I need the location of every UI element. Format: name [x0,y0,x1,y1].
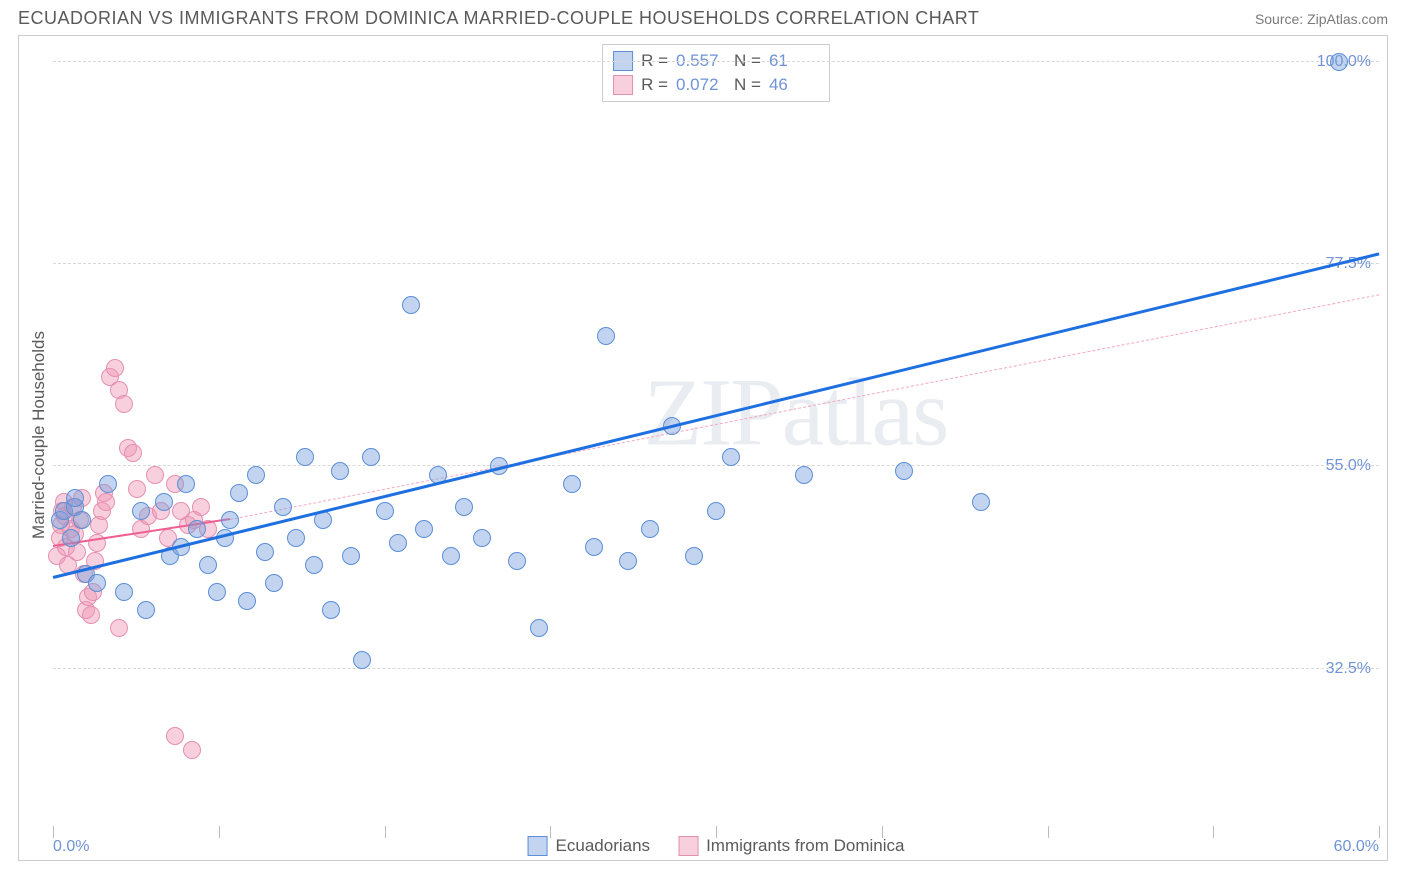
gridline-h [53,263,1379,264]
data-point [563,475,581,493]
data-point [99,475,117,493]
trend-line [53,252,1380,578]
data-point [296,448,314,466]
data-point [238,592,256,610]
data-point [66,489,84,507]
data-point [183,741,201,759]
legend-swatch [678,836,698,856]
data-point [287,529,305,547]
data-point [305,556,323,574]
data-point [597,327,615,345]
data-point [221,511,239,529]
legend-row-dominica: R = 0.072 N = 46 [613,73,819,97]
data-point [106,359,124,377]
data-point [619,552,637,570]
y-axis-label: Married-couple Households [29,331,49,539]
data-point [115,395,133,413]
legend-swatch [528,836,548,856]
data-point [274,498,292,516]
y-tick-label: 55.0% [1326,457,1371,475]
x-tick [882,826,883,838]
legend-item: Immigrants from Dominica [678,836,904,856]
data-point [128,480,146,498]
data-point [247,466,265,484]
data-point [972,493,990,511]
legend-label: Immigrants from Dominica [706,836,904,856]
correlation-legend: R = 0.557 N = 61 R = 0.072 N = 46 [602,44,830,102]
data-point [685,547,703,565]
x-tick [1048,826,1049,838]
data-point [265,574,283,592]
data-point [166,727,184,745]
data-point [353,651,371,669]
data-point [795,466,813,484]
data-point [342,547,360,565]
data-point [192,498,210,516]
plot-area: Married-couple Households ZIPatlas R = 0… [53,44,1379,826]
data-point [722,448,740,466]
legend-item: Ecuadorians [528,836,651,856]
data-point [530,619,548,637]
data-point [115,583,133,601]
data-point [389,534,407,552]
data-point [442,547,460,565]
data-point [322,601,340,619]
data-point [1330,53,1348,71]
trend-line [230,295,1379,521]
chart-container: Married-couple Households ZIPatlas R = 0… [18,35,1388,861]
data-point [110,619,128,637]
chart-title: ECUADORIAN VS IMMIGRANTS FROM DOMINICA M… [18,8,979,29]
x-tick [53,826,54,838]
x-tick [716,826,717,838]
data-point [137,601,155,619]
data-point [124,444,142,462]
data-point [62,529,80,547]
data-point [376,502,394,520]
data-point [402,296,420,314]
chart-source: Source: ZipAtlas.com [1255,11,1388,27]
x-tick [550,826,551,838]
data-point [208,583,226,601]
data-point [585,538,603,556]
data-point [895,462,913,480]
data-point [88,574,106,592]
data-point [508,552,526,570]
data-point [177,475,195,493]
x-tick [385,826,386,838]
x-tick [1379,826,1380,838]
x-tick [1213,826,1214,838]
data-point [188,520,206,538]
gridline-h [53,668,1379,669]
legend-label: Ecuadorians [556,836,651,856]
x-axis-max-label: 60.0% [1334,838,1379,856]
data-point [155,493,173,511]
data-point [707,502,725,520]
watermark-text: ZIPatlas [644,356,948,467]
data-point [362,448,380,466]
data-point [641,520,659,538]
data-point [132,502,150,520]
data-point [199,556,217,574]
data-point [230,484,248,502]
gridline-h [53,61,1379,62]
n-value-dominica: 46 [769,75,819,95]
y-tick-label: 32.5% [1326,660,1371,678]
data-point [473,529,491,547]
data-point [331,462,349,480]
x-axis-min-label: 0.0% [53,838,89,856]
r-value-dominica: 0.072 [676,75,726,95]
data-point [415,520,433,538]
series-legend: Ecuadorians Immigrants from Dominica [528,836,905,856]
swatch-pink [613,75,633,95]
data-point [97,493,115,511]
data-point [146,466,164,484]
x-tick [219,826,220,838]
data-point [73,511,91,529]
data-point [256,543,274,561]
chart-header: ECUADORIAN VS IMMIGRANTS FROM DOMINICA M… [0,0,1406,35]
data-point [82,606,100,624]
data-point [455,498,473,516]
